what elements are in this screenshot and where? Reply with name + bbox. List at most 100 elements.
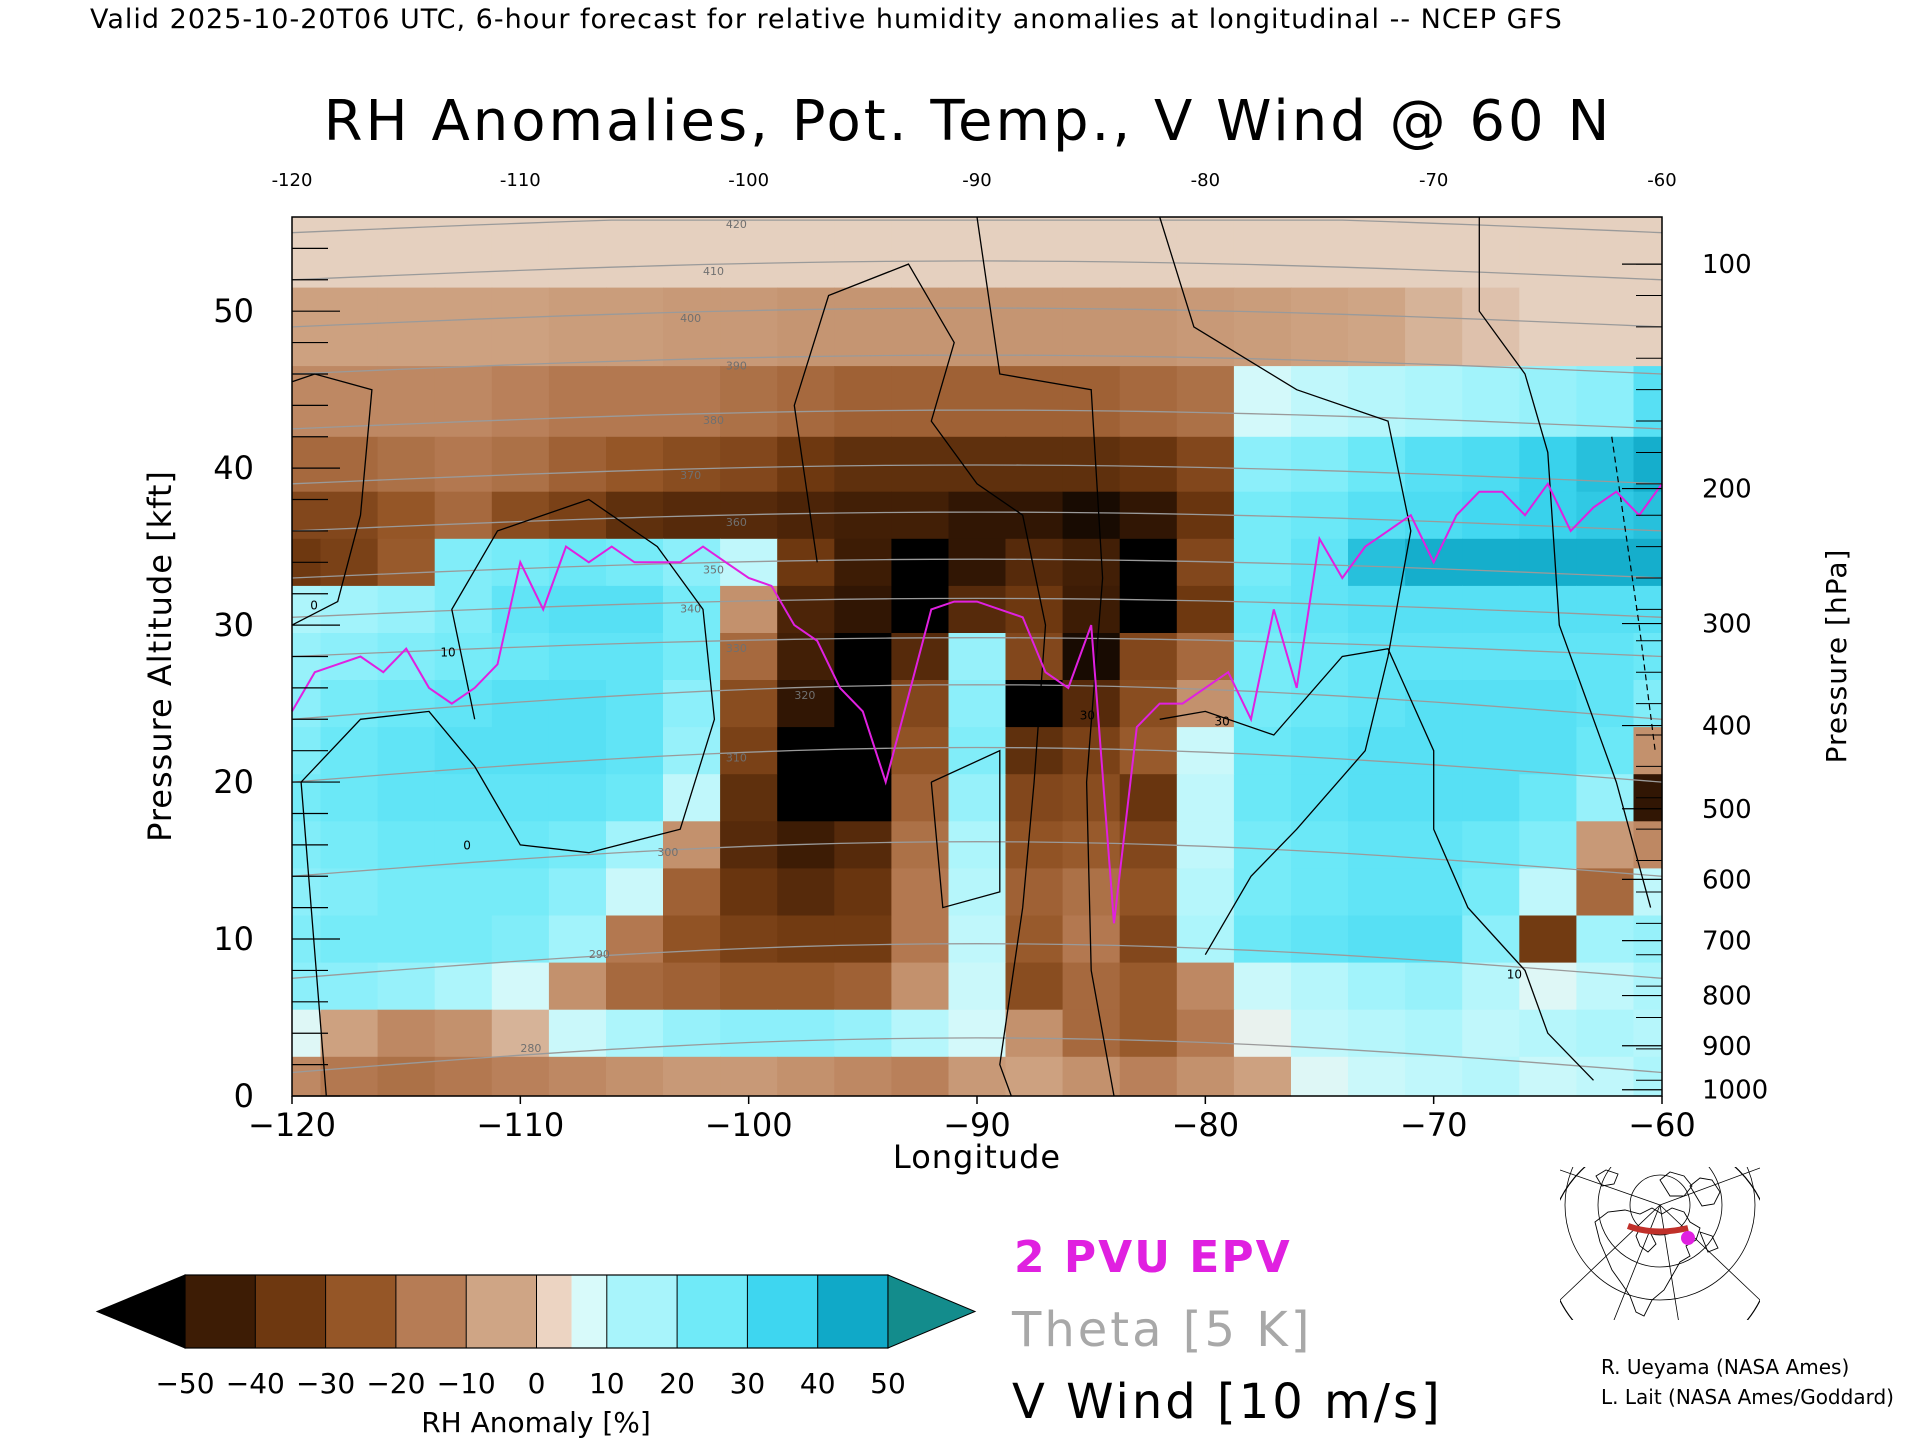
pressure-tick-label: 300 (1702, 610, 1752, 640)
heat-cell (891, 538, 950, 587)
heat-cell (1348, 727, 1406, 775)
heat-cell (1633, 727, 1663, 775)
colorbar-arrow-high (887, 1274, 977, 1349)
heat-cell (377, 436, 436, 493)
heat-cell (948, 538, 1007, 587)
heat-cell (834, 727, 892, 775)
v-wind-contour-negative (1611, 436, 1656, 751)
heat-cell (377, 1056, 436, 1097)
colorbar-tick-label: −30 (296, 1367, 355, 1400)
heat-cell (1005, 217, 1064, 289)
heat-cell (1119, 287, 1178, 367)
heat-cell (1576, 538, 1635, 587)
heat-cell (1405, 366, 1463, 438)
y-axis-right-label: Pressure [hPa] (1820, 549, 1853, 764)
heat-cell (1119, 585, 1178, 634)
heat-cell (720, 217, 778, 289)
v-wind-contour (1159, 647, 1594, 1081)
heat-cell (948, 821, 1007, 869)
heat-cell (1005, 538, 1064, 587)
x-tick-label: −70 (1400, 1106, 1468, 1144)
heat-cell (1176, 585, 1235, 634)
heat-cell (1576, 821, 1635, 869)
colorbar-cell (325, 1275, 396, 1348)
heat-cell (663, 366, 721, 438)
colorbar-cell (466, 1275, 537, 1348)
heat-cell (1005, 366, 1064, 438)
heat-cell (1291, 868, 1349, 917)
heat-cell (606, 491, 664, 540)
heat-cell (434, 1056, 493, 1097)
heat-cell (1062, 436, 1121, 493)
heat-cell (891, 491, 950, 540)
heat-cell (434, 774, 493, 822)
pressure-axis-ticks: 100 200 300 400 500 600 700 800 900 1000 (1622, 250, 1768, 1106)
heat-cell (1291, 491, 1349, 540)
heat-cell (606, 680, 664, 728)
heat-cell (1405, 1056, 1463, 1097)
heat-cell (434, 436, 493, 493)
heat-cell (1062, 1009, 1121, 1058)
v-wind-contour-label: 0 (310, 598, 318, 612)
heat-cell (1405, 217, 1463, 289)
colorbar-tick-label: −10 (437, 1367, 496, 1400)
heat-cell (606, 868, 664, 917)
y-tick-label: 10 (213, 920, 254, 958)
theta-contour (291, 1037, 1663, 1074)
heat-cell (1405, 962, 1463, 1011)
heat-cell (548, 287, 607, 367)
map-transect-line (1626, 1223, 1689, 1235)
theta-contour-label: 320 (794, 689, 815, 702)
y-axis-ticks: 0 10 20 30 40 50 (213, 247, 340, 1115)
heat-cell (1462, 436, 1520, 493)
heat-cell (1519, 680, 1577, 728)
heat-cell (1119, 1056, 1178, 1097)
inset-map (1560, 1167, 1760, 1320)
heat-cell (1519, 633, 1577, 681)
heat-cell (1633, 1009, 1663, 1058)
heat-cell (320, 287, 379, 367)
heat-cell (891, 680, 950, 728)
theta-contour-label: 360 (726, 516, 747, 529)
v-wind-contour-label: 30 (1214, 715, 1229, 729)
pressure-tick-label: 600 (1702, 865, 1752, 895)
heat-cell (834, 868, 892, 917)
heat-cell (1462, 1056, 1520, 1097)
heat-cell (777, 915, 835, 964)
heat-cell (1062, 491, 1121, 540)
credit-line-1: R. Ueyama (NASA Ames) (1601, 1355, 1849, 1379)
heat-cell (1119, 1009, 1178, 1058)
heat-cell (377, 538, 436, 587)
heat-cell (434, 633, 493, 681)
heat-cell (1176, 366, 1235, 438)
heat-cell (1462, 491, 1520, 540)
heat-cell (663, 868, 721, 917)
heat-cell (606, 585, 664, 634)
heat-cell (491, 1056, 550, 1097)
heat-cell (1005, 915, 1064, 964)
heat-cell (663, 821, 721, 869)
heat-cell (777, 538, 835, 587)
heat-cell (1291, 680, 1349, 728)
heat-cell (1576, 585, 1635, 634)
heat-cell (292, 217, 322, 289)
heat-cell (1176, 962, 1235, 1011)
theta-contour (291, 841, 1663, 877)
heat-cell (491, 217, 550, 289)
legend-epv: 2 PVU EPV (1014, 1232, 1292, 1283)
heat-cell (377, 727, 436, 775)
heat-cell (1519, 287, 1577, 367)
heat-cell (320, 436, 379, 493)
heat-cell (834, 821, 892, 869)
heat-cell (1062, 774, 1121, 822)
heat-cell (320, 585, 379, 634)
heat-cell (1348, 366, 1406, 438)
heat-cell (1233, 774, 1292, 822)
heat-cell (1348, 821, 1406, 869)
heat-cell (948, 774, 1007, 822)
heat-cell (948, 585, 1007, 634)
x-tick-label: −90 (943, 1106, 1011, 1144)
heat-cell (663, 727, 721, 775)
colorbar-cell (677, 1275, 748, 1348)
